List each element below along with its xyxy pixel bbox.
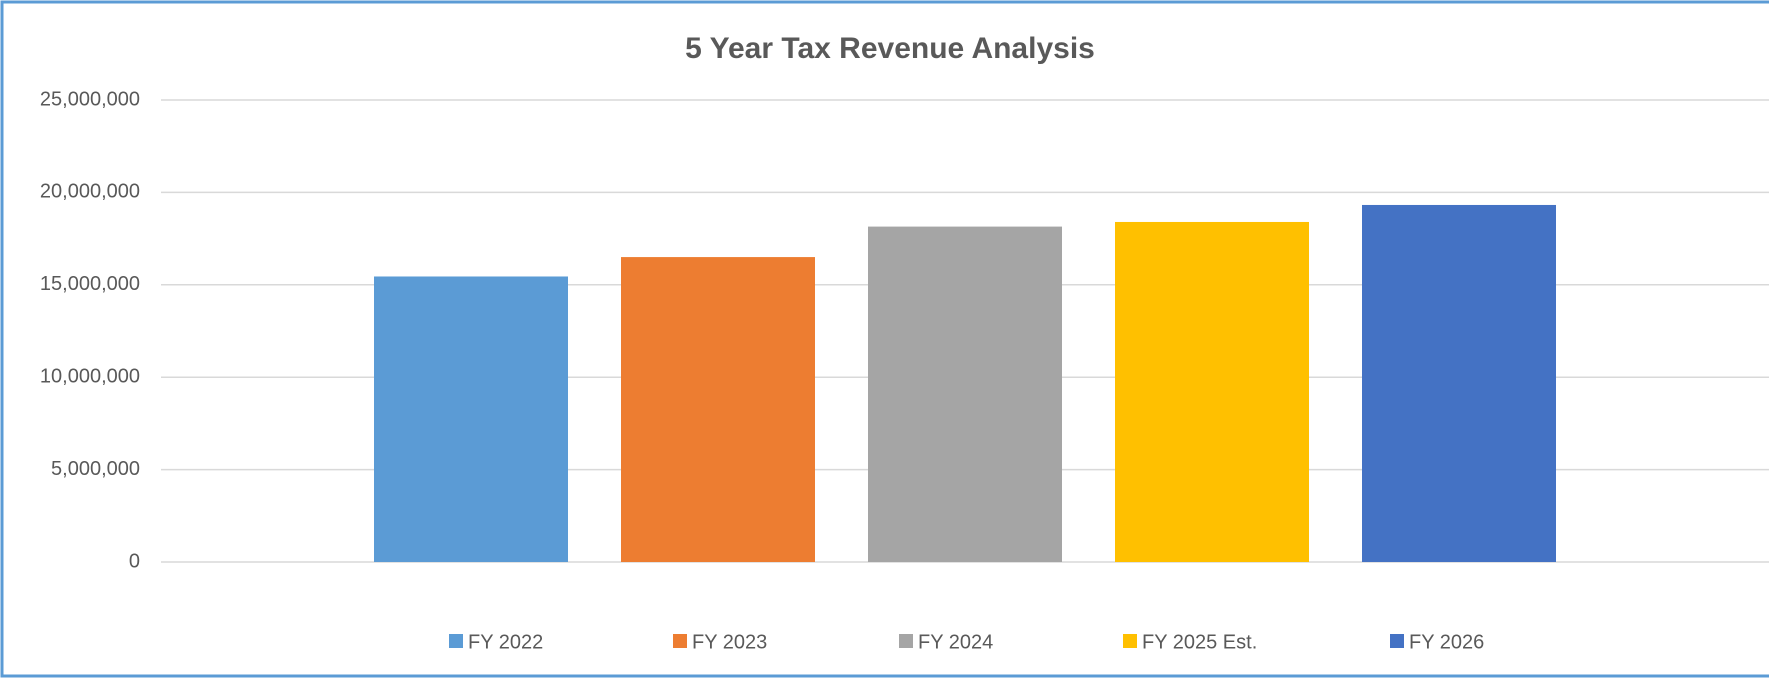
y-tick-label: 20,000,000 [40, 181, 140, 203]
legend-label: FY 2023 [692, 631, 767, 653]
legend-swatch [899, 634, 913, 648]
bar [868, 226, 1062, 562]
chart-title: 5 Year Tax Revenue Analysis [685, 32, 1095, 65]
legend-swatch [1390, 634, 1404, 648]
legend-label: FY 2024 [918, 631, 993, 653]
bar [374, 276, 568, 562]
y-tick-label: 5,000,000 [51, 458, 140, 480]
legend-swatch [449, 634, 463, 648]
bar [1115, 221, 1309, 562]
y-tick-label: 0 [129, 550, 140, 572]
legend-label: FY 2022 [468, 631, 543, 653]
legend-label: FY 2025 Est. [1142, 631, 1257, 653]
legend-label: FY 2026 [1409, 631, 1484, 653]
legend-swatch [673, 634, 687, 648]
y-tick-label: 25,000,000 [40, 88, 140, 110]
legend-swatch [1123, 634, 1137, 648]
bar [621, 257, 815, 562]
y-tick-label: 10,000,000 [40, 365, 140, 387]
y-tick-label: 15,000,000 [40, 273, 140, 295]
bar [1362, 204, 1556, 562]
